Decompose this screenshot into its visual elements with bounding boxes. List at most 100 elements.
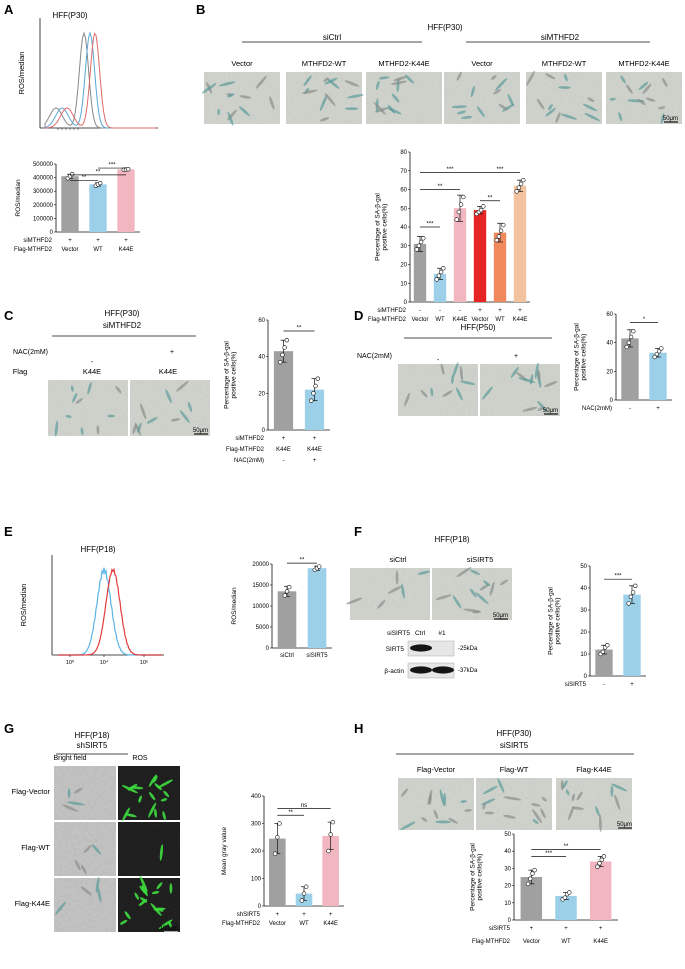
G-ytick-label: 0 (258, 904, 262, 910)
panel-letter-H: H (354, 721, 363, 736)
F-image-label-0: siCtrl (389, 555, 406, 564)
F-row-value: - (603, 682, 605, 688)
G-row-label-2: Flag-K44E (15, 899, 50, 908)
D-micrograph-1 (480, 362, 560, 416)
H-subtitle: siSIRT5 (500, 741, 529, 750)
panel-letter-D: D (354, 308, 363, 323)
B-bar-3 (473, 210, 487, 302)
B-row-value: + (518, 308, 522, 314)
H-ytick-label: 10 (504, 901, 511, 907)
E-hist-xtick: 10⁰ (66, 659, 75, 666)
F-point (626, 601, 631, 606)
D-nac-label: NAC(2mM) (357, 353, 392, 360)
G-row-value: + (302, 912, 306, 918)
C-scale-bar: 50μm (193, 428, 208, 434)
E-ytick-label: 20000 (252, 562, 269, 568)
E-ytick-label: 15000 (252, 583, 269, 589)
B-point (481, 204, 486, 209)
G-ros-2 (118, 875, 180, 932)
svg-text:ROS/median: ROS/median (19, 584, 28, 627)
svg-text:Percentage of SA-β-galpositive: Percentage of SA-β-galpositive cells(%) (224, 341, 238, 409)
G-ytick-label: 400 (251, 794, 262, 800)
F-ytick-label: 0 (584, 674, 588, 680)
F-row-value: + (630, 682, 634, 688)
A-row-value: K44E (119, 247, 134, 253)
D-sig-label: * (643, 317, 646, 323)
F-blot-strip-1 (407, 662, 455, 679)
B-row-value: WT (495, 317, 505, 323)
F-point (633, 583, 638, 588)
C-nac-value-0: - (91, 359, 94, 366)
G-brightfield-0 (54, 766, 116, 820)
B-ytick-label: 10 (400, 281, 407, 287)
H-point (525, 881, 531, 887)
E-ytick-label: 5000 (256, 625, 270, 631)
C-point (315, 376, 320, 381)
B-row-label: siMTHFD2 (377, 308, 406, 314)
E-point (282, 593, 287, 598)
C-point (284, 337, 289, 343)
G-title: HFF(P18) (74, 731, 109, 740)
B-bar-2 (453, 208, 467, 302)
B-micrograph-1 (286, 72, 364, 124)
H-row-value: K44E (593, 939, 608, 945)
A-ytick-label: 400000 (33, 176, 54, 182)
C-subtitle: siMTHFD2 (103, 321, 142, 330)
H-ytick-label: 50 (504, 832, 511, 838)
H-row-value: + (530, 926, 534, 932)
B-scale-bar: 50μm (663, 116, 678, 122)
D-ytick-label: 20 (606, 369, 613, 375)
H-row-label: Flag-MTHFD2 (472, 939, 511, 945)
H-micrograph-1 (476, 777, 552, 830)
F-bar-1 (623, 594, 641, 676)
B-row-value: WT (435, 317, 445, 323)
D-point (624, 344, 629, 350)
E-hist-line-0 (58, 567, 162, 656)
H-row-value: Vector (523, 939, 540, 945)
E-hist-title: HFF(P18) (80, 545, 115, 554)
A-sig-label: ** (82, 175, 87, 181)
G-ytick-label: 300 (251, 822, 262, 828)
A-row-label: siMTHFD2 (23, 238, 52, 244)
G-point (272, 851, 278, 856)
F-ytick-label: 30 (580, 608, 587, 614)
H-bar-2 (589, 861, 612, 920)
E-point (287, 584, 292, 590)
H-row-value: + (599, 926, 603, 932)
B-ytick-label: 40 (400, 225, 407, 231)
E-point (284, 589, 290, 594)
G-bar-2 (322, 835, 339, 906)
B-image-label-5: MTHFD2-K44E (618, 59, 669, 68)
D-point (654, 351, 660, 357)
F-point (630, 590, 636, 595)
D-nac-value-0: - (437, 357, 440, 364)
F-scale-bar: 50μm (493, 613, 508, 619)
B-image-label-0: Vector (231, 59, 253, 68)
B-image-label-1: MTHFD2-WT (302, 59, 347, 68)
D-point (659, 346, 664, 351)
C-row-value: K44E (307, 447, 322, 453)
B-point (521, 177, 526, 183)
E-sig-label: ** (300, 558, 305, 564)
B-ytick-label: 60 (400, 188, 407, 194)
B-point (421, 236, 426, 241)
E-ytick-label: 10000 (252, 604, 269, 610)
B-sig-label: ** (488, 195, 493, 201)
H-row-label: siSIRT5 (489, 926, 511, 932)
H-image-label-2: Flag-K44E (576, 765, 611, 774)
A-row-value: Vector (61, 247, 78, 253)
B-point (498, 228, 504, 233)
B-point (518, 181, 524, 187)
G-point (326, 848, 331, 854)
H-title: HFF(P30) (496, 729, 531, 738)
H-point (530, 871, 535, 876)
B-ylabel: Percentage of SA-β-galpositive cells(%) (375, 193, 389, 261)
C-row-value: + (282, 436, 286, 442)
C-nac-value-1: + (170, 349, 174, 356)
A-ytick-label: 100000 (33, 216, 54, 222)
G-ytick-label: 100 (251, 877, 262, 883)
B-point (416, 243, 422, 248)
A-hist-title: HFF(P30) (52, 11, 87, 20)
G-ylabel: Mean gray value (221, 827, 228, 875)
B-ytick-label: 50 (400, 206, 407, 212)
